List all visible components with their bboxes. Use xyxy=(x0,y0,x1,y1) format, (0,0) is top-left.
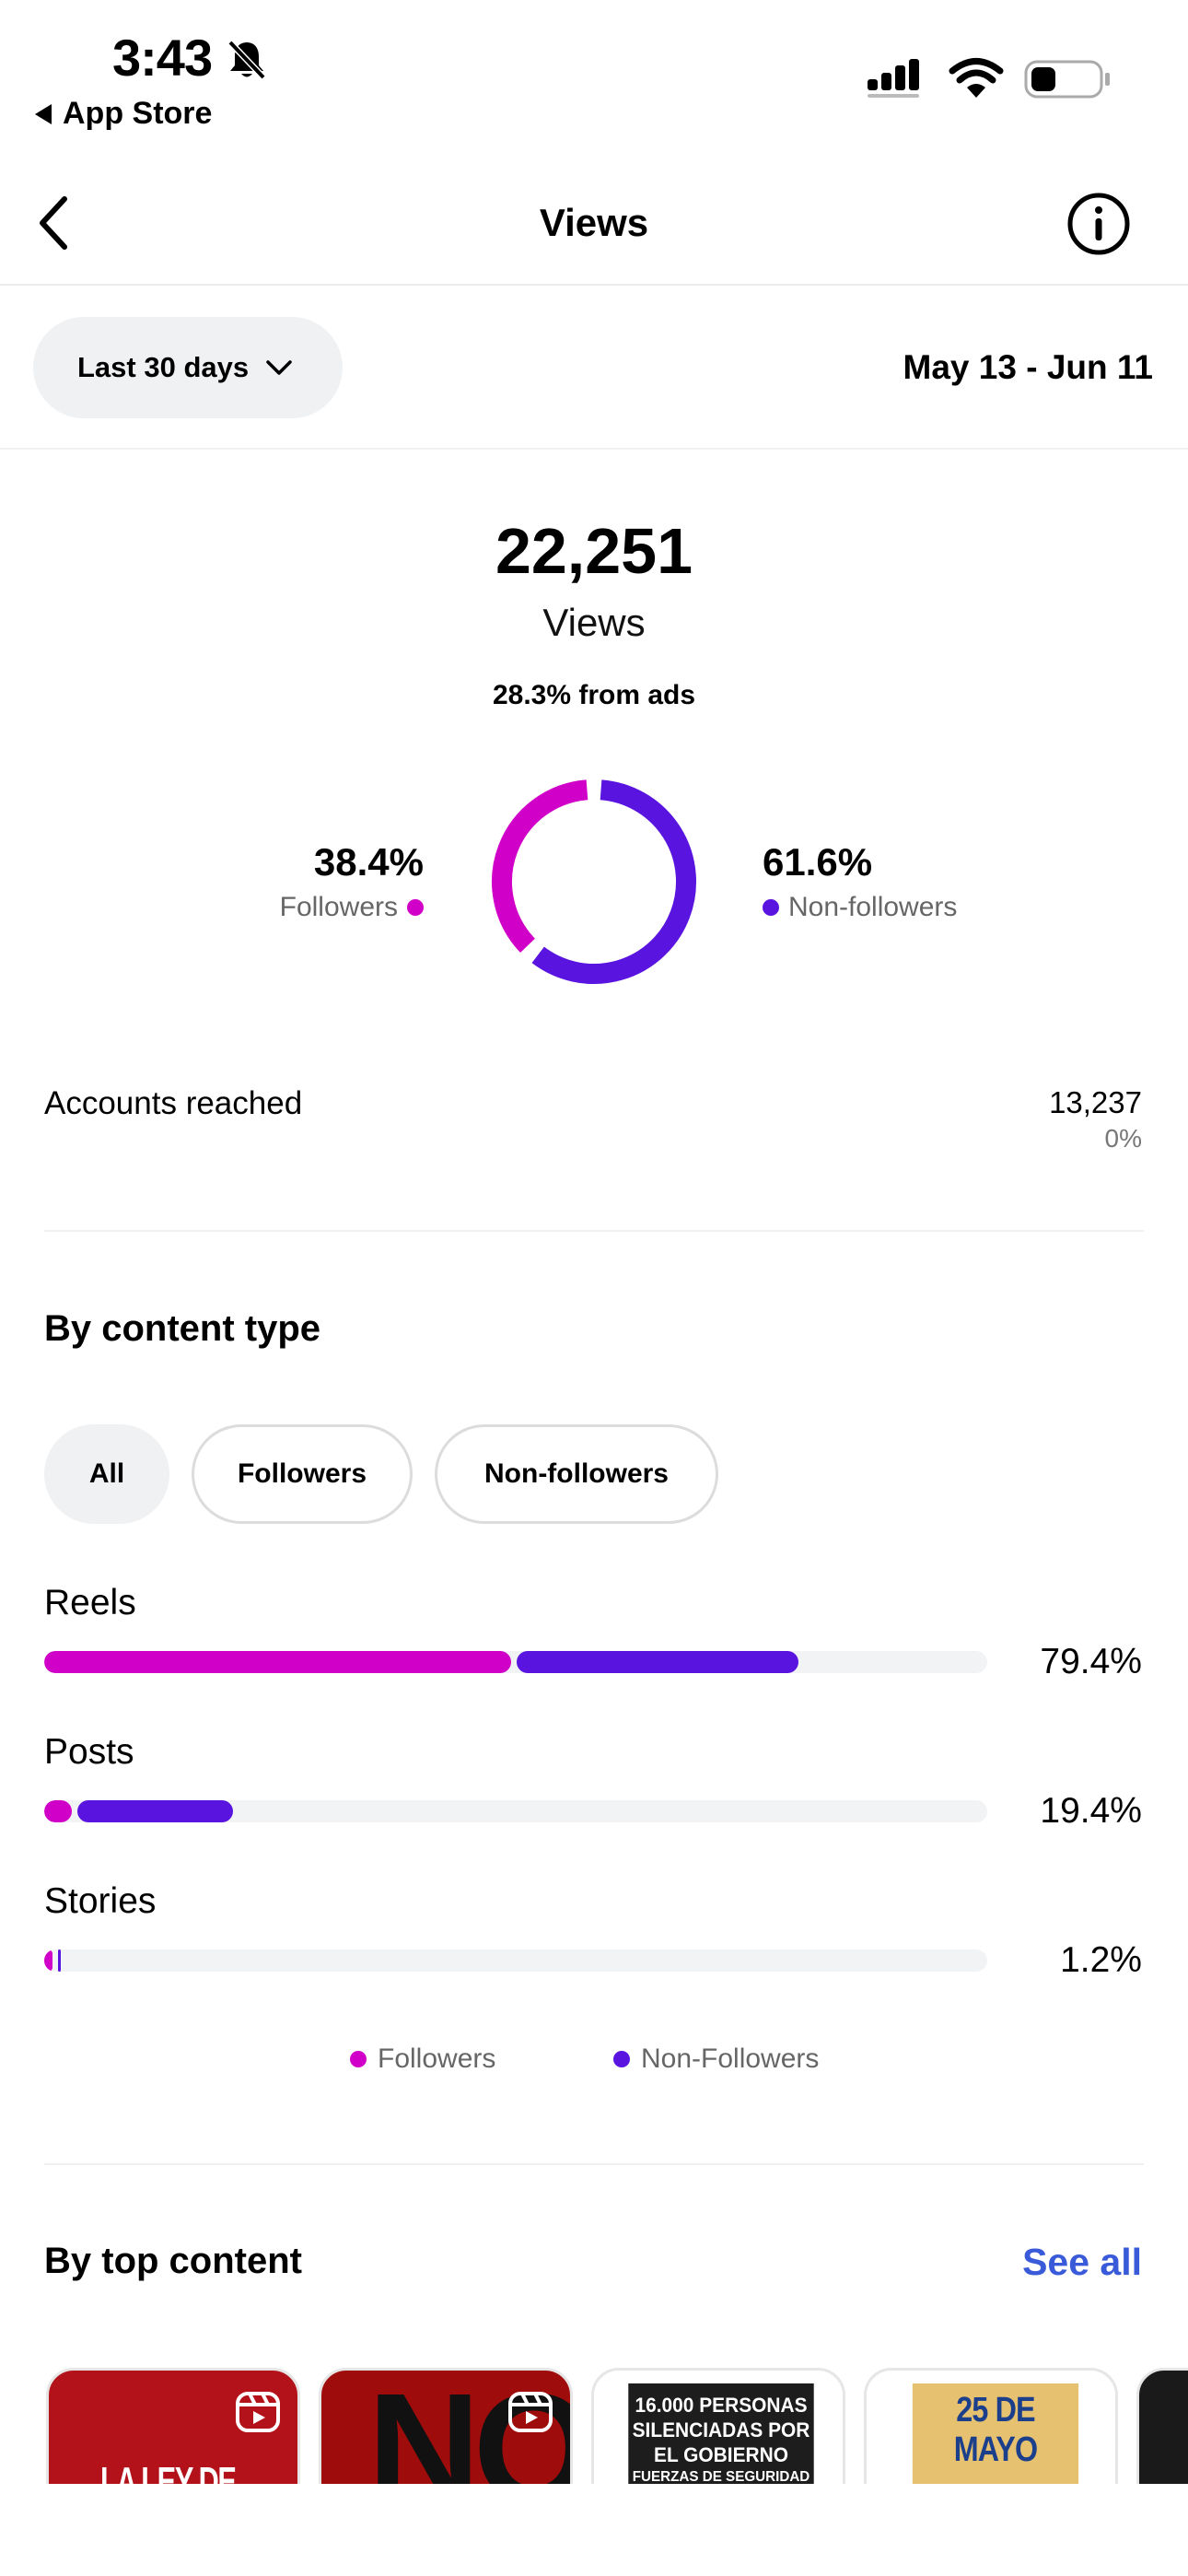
followers-legend: Followers xyxy=(280,892,424,923)
nonfollowers-legend: Non-followers xyxy=(763,892,957,923)
battery-icon xyxy=(1024,60,1110,99)
thumbnail-text: 16.000 PERSONAS xyxy=(635,2394,808,2417)
thumbnail-text: SILENCIADAS POR xyxy=(632,2418,810,2441)
posts-bar xyxy=(44,1800,987,1822)
nonfollowers-dot-icon xyxy=(763,899,779,916)
accounts-reached-change: 0% xyxy=(1104,1124,1142,1153)
posts-label: Posts xyxy=(44,1732,134,1772)
content-type-title: By content type xyxy=(44,1308,321,1349)
followers-legend-label: Followers xyxy=(279,892,398,922)
nonfollowers-percent: 61.6% xyxy=(763,840,873,884)
thumbnail-text: LA LEY DE xyxy=(100,2459,237,2484)
status-bar: 3:43 App Store xyxy=(0,0,1188,138)
thumbnail-text: EL GOBIERNO xyxy=(654,2443,788,2466)
reels-followers-segment xyxy=(44,1651,511,1673)
status-time: 3:43 xyxy=(112,29,213,87)
chip-all[interactable]: All xyxy=(44,1424,169,1524)
divider xyxy=(44,1230,1144,1232)
top-content-thumbnail[interactable]: 16.000 PERSONAS SILENCIADAS POR EL GOBIE… xyxy=(591,2368,845,2484)
see-all-link[interactable]: See all xyxy=(1022,2241,1142,2283)
chip-nonfollowers[interactable]: Non-followers xyxy=(435,1424,718,1524)
posts-percent: 19.4% xyxy=(1040,1791,1142,1831)
top-content-thumbnail[interactable]: NO xyxy=(319,2368,573,2484)
back-triangle-icon xyxy=(35,103,52,124)
reel-icon xyxy=(236,2392,280,2432)
cellular-signal-icon xyxy=(868,59,919,98)
thumbnail-text: NO xyxy=(367,2368,573,2484)
thumbnail-text: 25 DE MAYO xyxy=(912,2383,1079,2484)
date-range-dropdown[interactable]: Last 30 days xyxy=(33,317,343,418)
page-title: Views xyxy=(539,201,649,244)
followers-dot-icon xyxy=(350,2051,367,2067)
nonfollowers-donut-slice xyxy=(531,779,696,984)
reel-icon xyxy=(508,2392,553,2432)
posts-nonfollowers-segment xyxy=(76,1800,233,1822)
top-content-title: By top content xyxy=(44,2241,302,2281)
stories-bar xyxy=(44,1950,987,1972)
stories-label: Stories xyxy=(44,1881,157,1921)
date-range-dropdown-label: Last 30 days xyxy=(77,351,250,383)
divider xyxy=(44,2163,1144,2165)
followers-dot-icon xyxy=(407,899,424,916)
top-content-thumbnail[interactable] xyxy=(1136,2368,1188,2484)
chevron-down-icon xyxy=(266,360,292,375)
info-icon[interactable] xyxy=(1066,192,1131,256)
views-label: Views xyxy=(542,601,646,644)
nonfollowers-dot-icon xyxy=(613,2051,630,2067)
stories-nonfollowers-segment xyxy=(58,1950,62,1972)
accounts-reached-value: 13,237 xyxy=(1049,1085,1142,1119)
thumbnail-text: FUERZAS DE SEGURIDAD xyxy=(632,2469,810,2484)
stories-percent: 1.2% xyxy=(1060,1940,1142,1980)
followers-percent: 38.4% xyxy=(313,840,424,884)
back-to-app-store[interactable]: App Store xyxy=(35,96,212,132)
bar-legend-followers: Followers xyxy=(350,2043,495,2075)
bar-legend-nonfollowers-label: Non-Followers xyxy=(641,2043,820,2074)
top-content-carousel: LA LEY DE NO 16.000 PERSONAS SILENCIADAS… xyxy=(0,2364,1188,2484)
nav-header: Views xyxy=(0,175,1188,286)
thumbnail-poster: 16.000 PERSONAS SILENCIADAS POR EL GOBIE… xyxy=(628,2383,814,2484)
followers-donut-slice xyxy=(492,779,588,953)
back-app-label: App Store xyxy=(63,96,213,131)
reels-bar xyxy=(44,1651,987,1673)
reels-percent: 79.4% xyxy=(1040,1642,1142,1681)
ads-note: 28.3% from ads xyxy=(492,680,696,710)
bell-slash-icon xyxy=(227,40,266,80)
followers-donut-chart xyxy=(492,779,696,984)
stories-followers-segment xyxy=(44,1950,53,1972)
back-arrow-icon[interactable] xyxy=(33,193,74,252)
accounts-reached-label: Accounts reached xyxy=(44,1085,303,1121)
top-content-thumbnail[interactable]: 25 DE MAYO xyxy=(864,2368,1118,2484)
nonfollowers-legend-label: Non-followers xyxy=(788,892,958,922)
filter-row: Last 30 days May 13 - Jun 11 xyxy=(0,287,1188,450)
wifi-icon xyxy=(949,58,1004,98)
views-total: 22,251 xyxy=(495,515,693,587)
chip-followers[interactable]: Followers xyxy=(192,1424,413,1524)
reels-nonfollowers-segment xyxy=(516,1651,799,1673)
reels-label: Reels xyxy=(44,1583,136,1622)
top-content-thumbnail[interactable]: LA LEY DE xyxy=(46,2368,300,2484)
bar-legend-followers-label: Followers xyxy=(378,2043,496,2074)
posts-followers-segment xyxy=(44,1800,72,1822)
date-range-text: May 13 - Jun 11 xyxy=(903,348,1153,386)
bar-legend-nonfollowers: Non-Followers xyxy=(613,2043,819,2075)
